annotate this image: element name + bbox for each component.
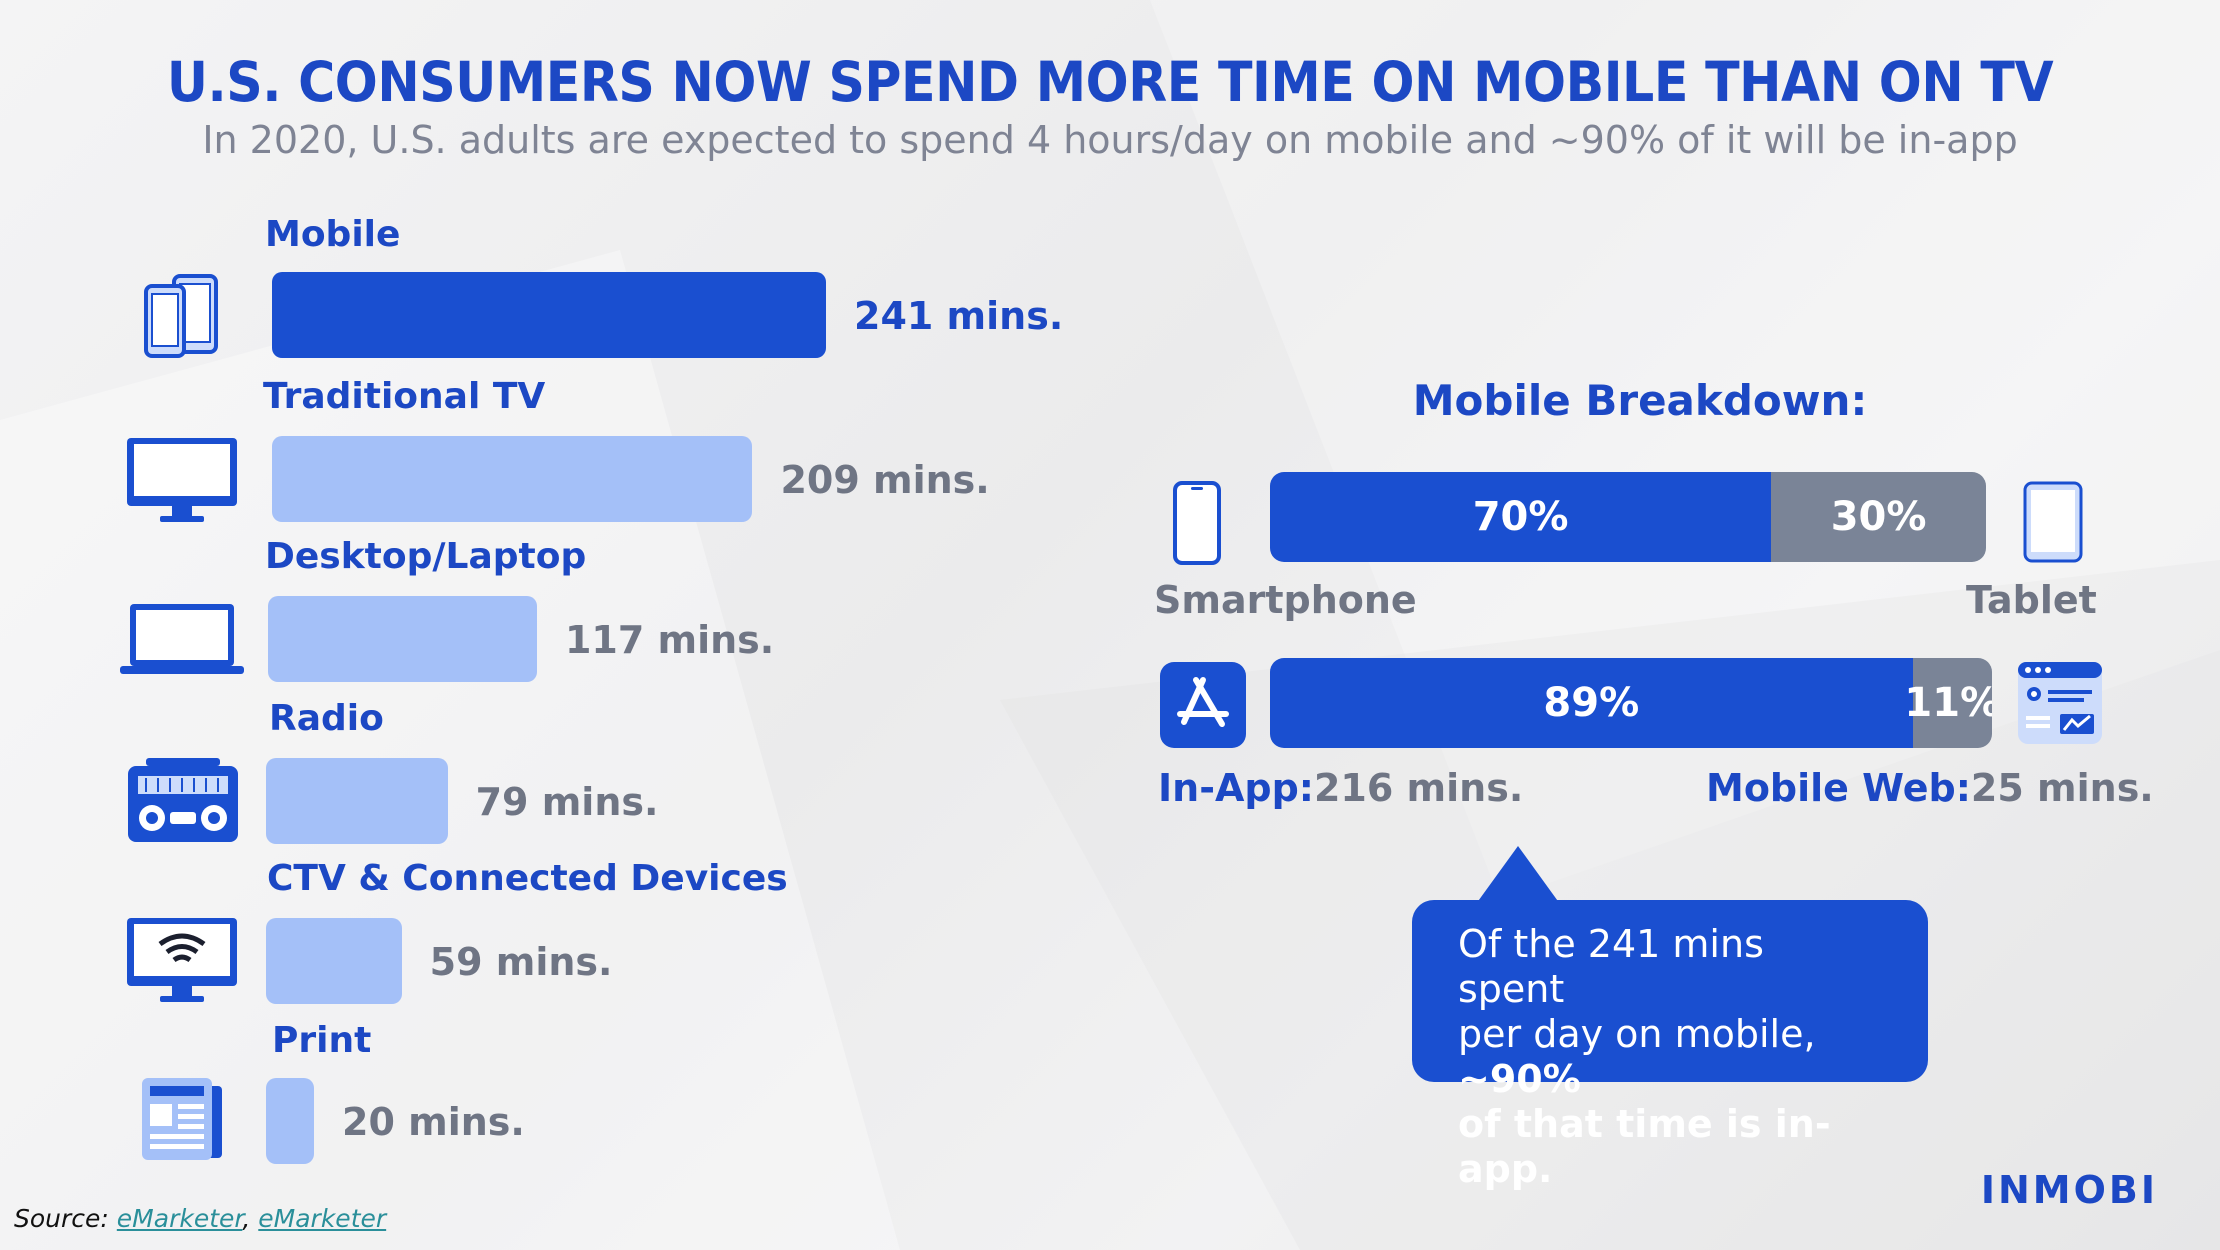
- value-label-traditional-tv: 209 mins.: [780, 458, 990, 502]
- segment-smartphone: 70%: [1270, 472, 1772, 562]
- tv-icon: [127, 438, 237, 522]
- callout-line-1: Of the 241 mins spent: [1458, 922, 1764, 1011]
- source-note: Source: eMarketer, eMarketer: [14, 1204, 386, 1233]
- in-app-callout: Of the 241 mins spent per day on mobile,…: [1412, 900, 1928, 1191]
- value-label-desktop-laptop: 117 mins.: [564, 618, 775, 662]
- ctv-icon: [127, 918, 237, 1002]
- radio-icon: [128, 758, 238, 842]
- web-browser-icon: [2018, 662, 2102, 744]
- inmobi-logo: INMOBI: [1980, 1168, 2158, 1212]
- page-subtitle: In 2020, U.S. adults are expected to spe…: [202, 118, 2018, 162]
- bar-radio: [266, 758, 448, 844]
- source-link-1[interactable]: eMarketer: [116, 1204, 243, 1233]
- value-label-radio: 79 mins.: [475, 780, 659, 824]
- value-label-print: 20 mins.: [342, 1100, 525, 1144]
- mobile-web-label-value: 25 mins.: [1970, 766, 2154, 810]
- source-separator: ,: [242, 1204, 259, 1233]
- bar-desktop-laptop: [268, 596, 537, 682]
- in-app-label-value: 216 mins.: [1313, 766, 1524, 810]
- device-split-bar: 70% 30%: [1270, 472, 1986, 562]
- laptop-icon: [120, 604, 244, 674]
- callout-line-3: of that time is in-app.: [1458, 1102, 1831, 1191]
- segment-in-app: 89%: [1270, 658, 1913, 748]
- bar-print: [266, 1078, 314, 1164]
- value-label-ctv: 59 mins.: [429, 940, 613, 984]
- value-label-mobile: 241 mins.: [854, 294, 1064, 338]
- page-title: U.S. CONSUMERS NOW SPEND MORE TIME ON MO…: [166, 50, 2054, 114]
- tablet-icon: [2023, 481, 2083, 563]
- callout-line-2: per day on mobile, ~90%: [1458, 1012, 1882, 1102]
- bar-mobile: [272, 272, 826, 358]
- mobile-web-label: Mobile Web:25 mins.: [1706, 766, 2154, 810]
- category-label-print: Print: [272, 1020, 372, 1061]
- phones-icon: [144, 274, 218, 358]
- smartphone-label: Smartphone: [1154, 578, 1417, 622]
- bar-ctv: [266, 918, 402, 1004]
- category-label-radio: Radio: [269, 698, 384, 739]
- bar-traditional-tv: [272, 436, 753, 522]
- callout-pointer: [1476, 846, 1560, 904]
- source-link-2[interactable]: eMarketer: [258, 1204, 387, 1233]
- callout-percent: ~90%: [1458, 1057, 1581, 1101]
- tablet-label: Tablet: [1966, 578, 2097, 622]
- in-app-label-name: In-App:: [1158, 766, 1314, 810]
- newspaper-icon: [142, 1078, 222, 1160]
- app-store-icon: [1160, 662, 1246, 748]
- category-label-ctv: CTV & Connected Devices: [267, 858, 788, 899]
- app-vs-web-bar: 89% 11%: [1270, 658, 1992, 748]
- smartphone-icon: [1173, 481, 1221, 565]
- category-label-mobile: Mobile: [265, 214, 401, 255]
- category-label-traditional-tv: Traditional TV: [263, 376, 546, 417]
- callout-line-2-text: per day on mobile,: [1458, 1012, 1816, 1056]
- category-label-desktop-laptop: Desktop/Laptop: [265, 536, 587, 577]
- mobile-web-label-name: Mobile Web:: [1706, 766, 1971, 810]
- in-app-label: In-App:216 mins.: [1158, 766, 1523, 810]
- source-prefix: Source:: [14, 1204, 117, 1233]
- segment-tablet: 30%: [1771, 472, 1986, 562]
- segment-mobile-web: 11%: [1904, 658, 1992, 748]
- mobile-breakdown-title: Mobile Breakdown:: [1412, 376, 1868, 425]
